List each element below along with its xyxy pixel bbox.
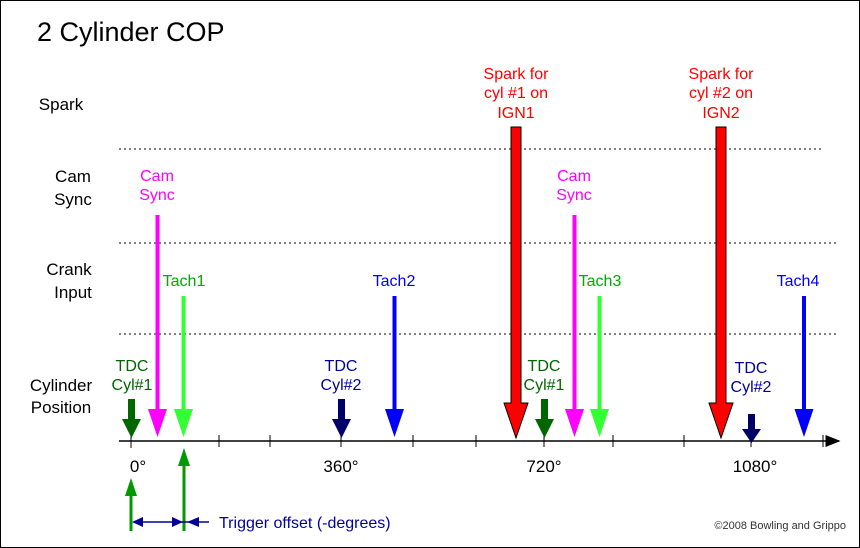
trigger-offset-label: Trigger offset (-degrees) [219,515,391,532]
tach1-arrow [174,296,193,437]
cam-sync-label-1: Cam [140,168,174,185]
tdc4-label: TDC [735,360,768,377]
cam-sync-arrow-2 [565,215,584,437]
tdc2-arrow [332,399,351,438]
tach2-label: Tach2 [373,273,416,290]
tdc1-arrow [122,399,141,438]
spark1-label-c: IGN1 [497,105,534,122]
tdc4-arrow [742,414,761,443]
tach2-arrow [385,296,404,437]
spark2-label-c: IGN2 [702,105,739,122]
cam-sync-label-1b: Sync [139,187,175,204]
cam-sync-label-2: Cam [557,168,591,185]
tach4-label: Tach4 [777,273,820,290]
offset-up-arrow-right [182,466,186,531]
diagram-title: 2 Cylinder COP [37,17,225,47]
spark1-label: Spark for [484,66,550,83]
copyright: ©2008 Bowling and Grippo [714,520,846,532]
tdc1-label-b: Cyl#1 [112,377,153,394]
row-label-cam: Cam [55,167,91,186]
tach3-arrow [590,296,609,437]
axis-label-360: 360° [323,457,358,476]
row-label-spark: Spark [39,95,84,114]
spark2-label: Spark for [689,66,755,83]
tdc3-arrow [535,399,554,438]
row-label-crank: Crank [46,260,92,279]
offset-label-pointer [187,517,199,527]
tdc1-label: TDC [116,358,149,375]
row-label-position: Position [31,398,91,417]
tach1-label: Tach1 [163,273,206,290]
spark1-arrow [503,126,529,440]
row-label-cylinder: Cylinder [30,376,93,395]
row-label-sync: Sync [54,190,92,209]
cam-sync-arrow-1 [148,215,167,437]
tdc3-label-b: Cyl#1 [524,377,565,394]
axis-label-720: 720° [526,457,561,476]
tach4-arrow [794,296,814,437]
cam-sync-label-2b: Sync [556,187,592,204]
tach3-label: Tach3 [579,273,622,290]
tdc3-label: TDC [528,358,561,375]
axis-label-1080: 1080° [733,457,778,476]
axis-label-0: 0° [130,457,146,476]
tdc4-label-b: Cyl#2 [731,379,772,396]
row-label-input: Input [54,283,92,302]
spark2-arrow [708,126,734,440]
offset-span-arrow-right [172,517,183,527]
offset-up-arrowhead-right [178,448,190,466]
tdc2-label-b: Cyl#2 [321,377,362,394]
offset-span-arrow-left [132,517,143,527]
spark1-label-b: cyl #1 on [484,85,548,102]
spark2-label-b: cyl #2 on [689,85,753,102]
offset-up-arrow-left [129,496,133,531]
tdc2-label: TDC [325,358,358,375]
offset-up-arrowhead-left [125,478,137,496]
